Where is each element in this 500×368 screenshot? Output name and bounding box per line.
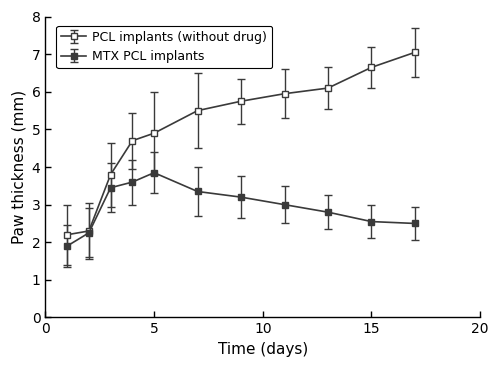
Y-axis label: Paw thickness (mm): Paw thickness (mm) [11,90,26,244]
Legend: PCL implants (without drug), MTX PCL implants: PCL implants (without drug), MTX PCL imp… [56,26,272,68]
X-axis label: Time (days): Time (days) [218,342,308,357]
